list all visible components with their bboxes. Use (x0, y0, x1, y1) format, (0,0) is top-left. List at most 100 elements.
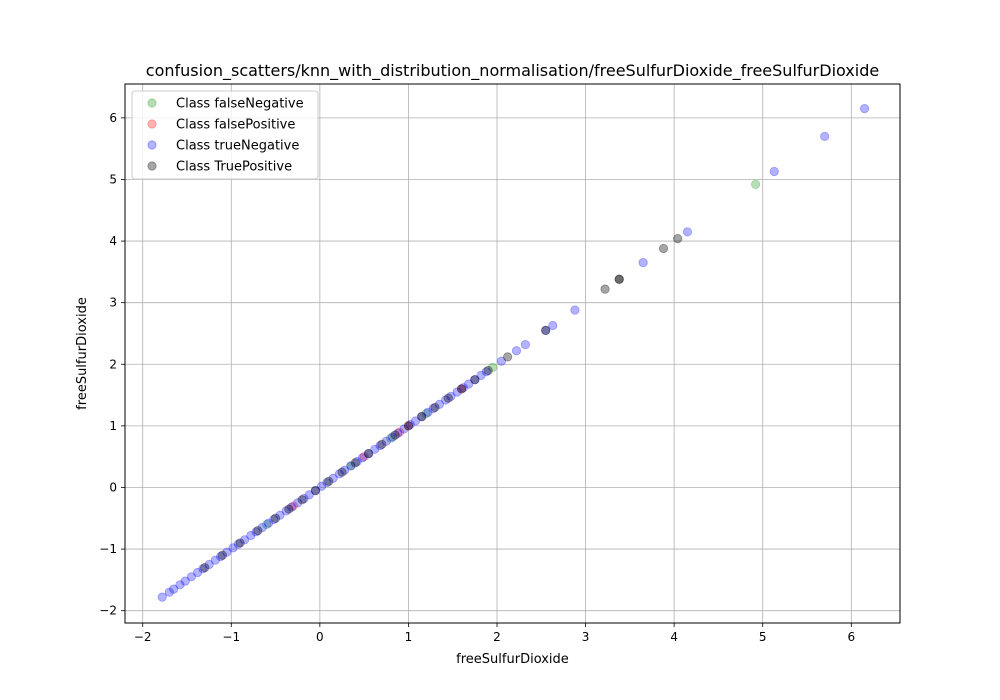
data-point (288, 501, 298, 511)
x-tick-label: 5 (759, 630, 767, 644)
data-point (275, 510, 285, 520)
grid (125, 84, 900, 623)
x-tick-label: −2 (134, 630, 152, 644)
data-point (751, 179, 761, 190)
data-point (210, 555, 220, 565)
data-point (430, 402, 440, 412)
x-tick-label: −1 (222, 630, 240, 644)
data-point (157, 592, 167, 602)
data-point (673, 234, 683, 244)
x-tick-label: 2 (493, 630, 501, 644)
y-tick-label: 2 (109, 357, 117, 371)
data-point (570, 305, 580, 315)
legend-marker (147, 98, 157, 108)
y-tick-label: 3 (109, 296, 117, 310)
data-point (405, 420, 415, 430)
data-point (600, 284, 610, 294)
data-point (541, 325, 551, 335)
data-point (470, 375, 480, 385)
data-point (363, 448, 374, 459)
data-point (281, 506, 291, 516)
legend-label: Class trueNegative (176, 139, 299, 154)
data-point (357, 453, 367, 463)
ticks-layer: −2 −1 0 1 2 3 4 5 6 −2 −1 0 1 2 3 4 5 6 (99, 111, 855, 644)
x-axis-label: freeSulfurDioxide (456, 652, 569, 667)
data-point (293, 498, 303, 508)
data-point (198, 564, 208, 574)
y-tick-label: −1 (99, 542, 117, 556)
data-point (614, 274, 624, 284)
y-tick-label: 1 (109, 419, 117, 433)
data-point (541, 325, 551, 335)
legend-box (131, 90, 319, 180)
y-tick-label: 5 (109, 172, 117, 186)
data-point (217, 550, 228, 560)
data-point (638, 258, 648, 268)
x-tick-label: 3 (582, 630, 590, 644)
data-point (682, 227, 693, 237)
data-point (328, 473, 338, 483)
data-point (337, 467, 347, 477)
data-point (246, 530, 256, 541)
data-point (169, 584, 179, 594)
data-point (322, 477, 332, 488)
data-point (520, 339, 530, 350)
data-point (820, 131, 830, 141)
series-1 (288, 384, 467, 511)
data-point (269, 514, 279, 525)
data-point (251, 527, 261, 537)
data-point (658, 243, 669, 254)
data-point (423, 407, 433, 417)
data-point (286, 502, 297, 512)
data-point (387, 432, 398, 442)
legend-label: Class falseNegative (176, 97, 304, 112)
data-point (270, 513, 281, 523)
data-point (614, 274, 624, 284)
data-point (346, 461, 356, 471)
data-point (390, 430, 400, 440)
data-point (503, 352, 513, 362)
data-point (350, 458, 360, 468)
data-point (228, 543, 238, 553)
data-point (446, 391, 456, 401)
data-point (481, 367, 491, 377)
data-point (299, 493, 309, 504)
series-3 (200, 234, 683, 573)
points-layer (157, 104, 870, 602)
x-tick-label: 1 (405, 630, 413, 644)
data-point (859, 104, 870, 114)
data-point (403, 421, 414, 431)
data-point (200, 562, 210, 573)
data-point (164, 587, 174, 597)
data-point (403, 421, 414, 431)
data-point (456, 384, 467, 394)
data-point (464, 379, 474, 389)
data-point (370, 444, 380, 454)
data-point (239, 535, 250, 545)
y-tick-label: 4 (109, 234, 117, 248)
data-point (496, 356, 507, 366)
data-point (186, 572, 197, 582)
data-point (253, 525, 263, 536)
x-tick-label: 0 (316, 630, 324, 644)
data-point (456, 384, 467, 394)
legend-marker (147, 119, 157, 129)
data-point (284, 504, 294, 514)
data-point (393, 428, 403, 438)
data-point (263, 518, 274, 528)
data-point (428, 404, 438, 414)
data-point (434, 399, 445, 409)
data-point (458, 383, 468, 393)
data-point (222, 547, 232, 557)
data-point (304, 490, 314, 500)
data-point (257, 522, 267, 533)
series-2 (157, 104, 870, 602)
data-point (297, 495, 307, 505)
data-point (394, 427, 405, 437)
data-point (476, 370, 486, 380)
data-point (310, 485, 321, 496)
y-tick-label: −2 (99, 604, 117, 618)
data-point (421, 408, 431, 419)
data-point (346, 461, 356, 471)
